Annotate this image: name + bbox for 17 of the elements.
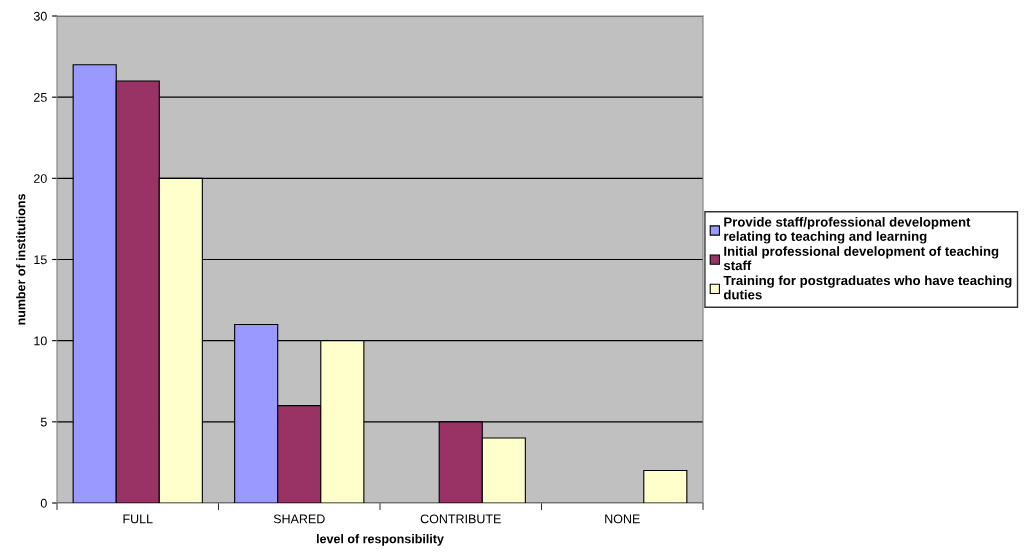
y-axis-title: number of institutions: [16, 194, 26, 325]
y-tick-label: 10: [34, 336, 47, 346]
x-tick-label: CONTRIBUTE: [420, 514, 501, 524]
y-tick-label: 15: [34, 255, 47, 265]
legend-label: Provide staff/professional development relating to teaching and learning: [724, 217, 971, 244]
y-tick-label: 0: [40, 498, 47, 508]
x-tick-label: FULL: [123, 514, 153, 524]
x-tick-label: SHARED: [273, 514, 325, 524]
bar: [643, 469, 688, 503]
legend-label: Training for postgraduates who have teaching duties: [723, 275, 1012, 300]
y-tick-label: 20: [34, 174, 47, 183]
y-tick-label: 25: [34, 92, 47, 102]
x-tick-label: NONE: [605, 514, 640, 524]
x-axis-title: level of responsibility: [316, 534, 444, 546]
y-tick-label: 5: [40, 417, 47, 427]
legend-label: Initial professional development of teaching staff: [723, 246, 999, 271]
y-tick-label: 30: [33, 11, 47, 21]
